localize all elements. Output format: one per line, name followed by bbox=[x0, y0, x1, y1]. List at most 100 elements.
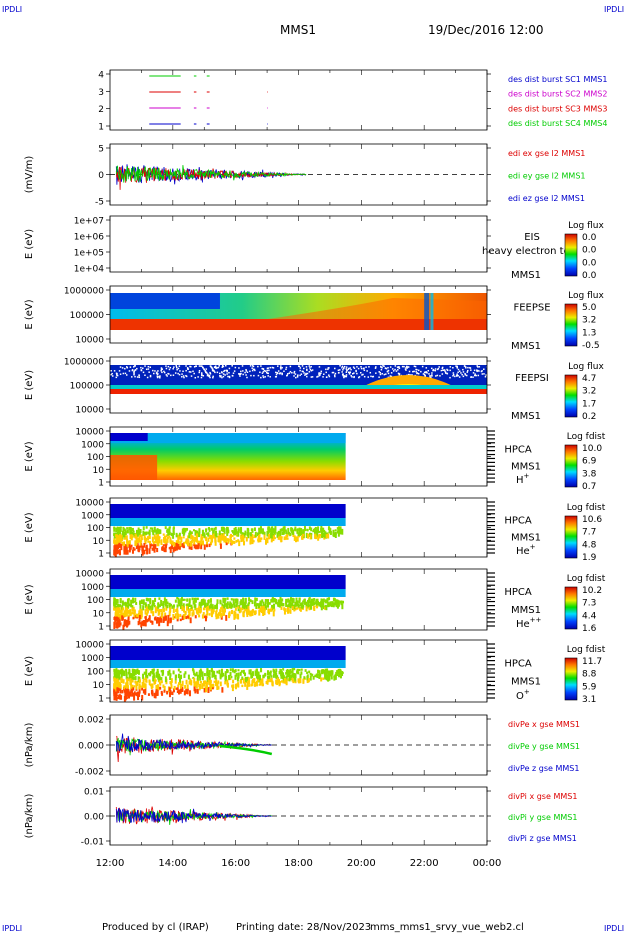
heatmap-speckle bbox=[159, 375, 161, 377]
heatmap-cell bbox=[132, 597, 135, 604]
heatmap-speckle bbox=[144, 365, 146, 367]
heatmap-cell bbox=[215, 678, 218, 684]
y-tick-label: 1000 bbox=[81, 440, 104, 450]
heatmap-cell bbox=[183, 607, 186, 613]
heatmap-cell bbox=[175, 532, 178, 538]
heatmap-cell bbox=[227, 529, 230, 534]
heatmap-speckle bbox=[455, 365, 457, 367]
heatmap-speckle bbox=[343, 375, 346, 377]
heatmap-cell bbox=[211, 673, 214, 678]
heatmap-cell bbox=[324, 668, 327, 674]
heatmap-cell bbox=[132, 530, 135, 533]
y-tick-label: 0.00 bbox=[84, 813, 104, 823]
heatmap-speckle bbox=[208, 374, 211, 377]
heatmap-cell bbox=[304, 669, 307, 672]
heatmap-speckle bbox=[128, 370, 131, 372]
heatmap-cell bbox=[233, 612, 236, 615]
heatmap-cell bbox=[237, 531, 240, 537]
instrument-label: EIS bbox=[524, 232, 540, 243]
heatmap-cell bbox=[291, 602, 294, 606]
heatmap-speckle bbox=[142, 367, 144, 369]
heatmap-cell bbox=[315, 603, 318, 608]
heatmap-cell bbox=[270, 677, 273, 683]
heatmap-cell bbox=[186, 540, 189, 545]
heatmap-speckle bbox=[475, 374, 477, 377]
heatmap-cell bbox=[226, 527, 229, 533]
heatmap-cell bbox=[307, 678, 310, 683]
heatmap-cell bbox=[131, 605, 134, 608]
heatmap-cell bbox=[203, 599, 206, 605]
heatmap-cell bbox=[161, 692, 164, 696]
heatmap-speckle bbox=[209, 371, 211, 374]
heatmap-speckle bbox=[252, 365, 255, 368]
heatmap-cell bbox=[262, 601, 265, 605]
heatmap-cell bbox=[149, 527, 152, 530]
heatmap-speckle bbox=[365, 366, 367, 368]
heatmap-cell bbox=[154, 679, 157, 682]
heatmap-speckle bbox=[299, 367, 302, 369]
heatmap-cell bbox=[175, 544, 178, 551]
heatmap-cell bbox=[219, 537, 222, 543]
heatmap-cell bbox=[280, 671, 283, 678]
colorbar-tick-label: 0.0 bbox=[582, 258, 597, 268]
heatmap-speckle bbox=[129, 366, 132, 368]
heatmap-speckle bbox=[374, 367, 377, 369]
heatmap-speckle bbox=[209, 365, 212, 367]
heatmap-cell bbox=[129, 611, 132, 616]
heatmap-speckle bbox=[436, 374, 439, 377]
heatmap-cell bbox=[139, 685, 142, 688]
heatmap-cell bbox=[128, 694, 131, 699]
heatmap-cell bbox=[131, 527, 134, 532]
heatmap-speckle bbox=[133, 373, 135, 376]
heatmap-cell bbox=[182, 536, 185, 539]
heatmap-cell bbox=[116, 618, 119, 624]
heatmap-cell bbox=[195, 533, 198, 538]
heatmap-cell bbox=[166, 604, 169, 609]
heatmap-cell bbox=[230, 533, 233, 538]
heatmap-band bbox=[110, 575, 346, 589]
heatmap-speckle bbox=[363, 375, 366, 378]
heatmap-cell bbox=[113, 624, 116, 629]
heatmap-cell bbox=[190, 531, 193, 535]
heatmap-cell bbox=[252, 678, 255, 683]
heatmap-cell bbox=[207, 687, 210, 693]
heatmap-cell bbox=[272, 673, 275, 678]
heatmap-cell bbox=[142, 689, 145, 694]
y-axis-label: E (eV) bbox=[24, 370, 35, 400]
heatmap-cell bbox=[322, 600, 325, 606]
heatmap-speckle bbox=[481, 373, 484, 375]
heatmap-cell bbox=[287, 607, 290, 612]
heatmap-cell bbox=[285, 601, 288, 607]
heatmap-speckle bbox=[406, 366, 409, 368]
plot-area-hpca-he bbox=[110, 504, 346, 558]
heatmap-cell bbox=[181, 607, 184, 610]
heatmap-cell bbox=[310, 527, 313, 532]
heatmap-cell bbox=[294, 673, 297, 677]
heatmap-cell bbox=[190, 608, 193, 612]
heatmap-cell bbox=[137, 676, 140, 683]
heatmap-cell bbox=[233, 614, 236, 620]
heatmap-cell bbox=[158, 604, 161, 608]
heatmap-speckle bbox=[178, 373, 181, 376]
heatmap-cell bbox=[141, 548, 144, 554]
heatmap-speckle bbox=[160, 368, 163, 371]
heatmap-cell bbox=[147, 693, 150, 696]
heatmap-cell bbox=[323, 669, 326, 675]
heatmap-cell bbox=[297, 671, 300, 675]
heatmap-cell bbox=[220, 671, 223, 678]
y-tick-label: 1e+04 bbox=[74, 265, 105, 275]
heatmap-speckle bbox=[483, 368, 485, 370]
heatmap-speckle bbox=[145, 368, 148, 371]
heatmap-speckle bbox=[357, 367, 360, 370]
heatmap-speckle bbox=[416, 372, 418, 375]
heatmap-speckle bbox=[251, 365, 254, 367]
colorbar-tick-label: 0.0 bbox=[582, 233, 597, 243]
heatmap-cell bbox=[185, 538, 188, 543]
heatmap-cell bbox=[295, 607, 298, 610]
panel-frame bbox=[109, 215, 488, 273]
heatmap-cell bbox=[145, 671, 148, 678]
heatmap-cell bbox=[289, 668, 292, 674]
heatmap-speckle bbox=[242, 373, 244, 376]
heatmap-cell bbox=[126, 549, 129, 555]
heatmap-cell bbox=[311, 673, 314, 677]
